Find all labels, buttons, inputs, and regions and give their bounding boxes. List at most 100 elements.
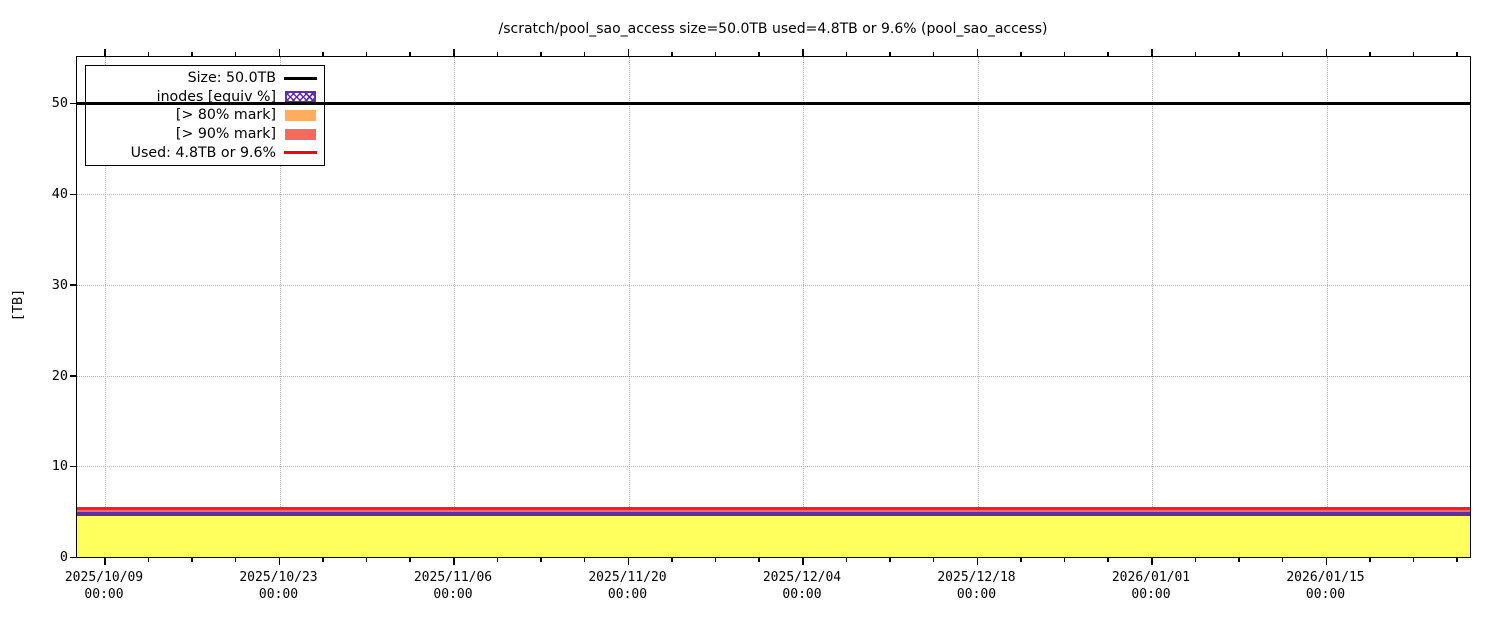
x-tick-top — [191, 52, 193, 56]
y-tick-label: 30 — [51, 276, 68, 293]
x-tick-top — [147, 52, 150, 56]
legend-item-label: [> 90% mark] — [175, 126, 276, 143]
x-tick-bottom — [278, 558, 280, 565]
x-tick-date: 2025/10/23 — [239, 570, 318, 585]
series-band-size-line — [77, 102, 1470, 105]
x-tick-top — [932, 52, 935, 56]
x-tick-bottom — [322, 558, 324, 562]
x-tick-time: 00:00 — [84, 586, 124, 602]
legend-swatch-line-icon — [283, 77, 317, 80]
gridline-x-3 — [628, 57, 630, 557]
x-tick-bottom — [234, 558, 237, 562]
x-tick-time: 00:00 — [956, 586, 997, 602]
y-tick-label: 0 — [59, 549, 68, 565]
x-tick-bottom — [1412, 558, 1415, 562]
x-tick-bottom — [191, 558, 193, 562]
y-tick-label: 20 — [51, 367, 68, 384]
x-tick-label: 2026/01/15 00:00 — [1256, 570, 1396, 603]
y-tick-left — [70, 375, 76, 377]
x-tick-top — [802, 49, 804, 56]
x-tick-top — [1107, 52, 1109, 56]
x-tick-top — [976, 49, 978, 56]
x-tick-bottom — [889, 558, 891, 562]
x-tick-top — [671, 52, 673, 56]
y-tick-label: 50 — [51, 95, 68, 112]
x-tick-label: 2025/10/23 00:00 — [209, 570, 349, 603]
x-tick-bottom — [540, 558, 542, 562]
legend-item-label: inodes [equiv %] — [156, 88, 276, 105]
x-tick-bottom — [1369, 558, 1371, 562]
x-tick-date: 2026/01/15 — [1286, 570, 1365, 585]
gridline-x-5 — [977, 57, 979, 557]
x-tick-date: 2025/11/20 — [588, 570, 667, 585]
gridline-y-20 — [77, 375, 1470, 377]
x-tick-top — [1063, 52, 1066, 56]
x-tick-label: 2025/12/04 00:00 — [732, 570, 872, 603]
x-tick-top — [714, 52, 717, 56]
x-tick-bottom — [932, 558, 935, 562]
x-tick-date: 2025/11/06 — [413, 570, 493, 585]
x-tick-bottom — [1281, 558, 1284, 562]
legend-item: Used: 4.8TB or 9.6% — [86, 143, 324, 162]
x-tick-date: 2025/12/18 — [937, 570, 1016, 585]
gridline-x-7 — [1326, 57, 1328, 557]
legend-swatch — [284, 109, 316, 121]
x-tick-bottom — [1194, 558, 1197, 562]
legend-item: [> 80% mark] — [86, 106, 324, 125]
x-tick-bottom — [1020, 558, 1022, 562]
x-tick-bottom — [453, 558, 455, 565]
x-tick-top — [1151, 49, 1153, 56]
x-tick-bottom — [104, 558, 106, 565]
legend-swatch-box-icon — [283, 128, 317, 140]
y-tick-left — [70, 193, 76, 196]
x-tick-top — [540, 52, 542, 56]
legend-swatch — [283, 151, 317, 154]
x-tick-top — [889, 52, 891, 56]
gridline-x-4 — [803, 57, 804, 557]
x-tick-label: 2025/11/06 00:00 — [383, 570, 523, 603]
x-tick-bottom — [583, 558, 586, 562]
x-tick-bottom — [1325, 558, 1327, 565]
x-tick-top — [1281, 52, 1284, 56]
x-tick-time: 00:00 — [433, 586, 473, 602]
x-tick-bottom — [1238, 558, 1240, 562]
y-tick-left — [70, 465, 76, 468]
x-tick-bottom — [845, 558, 848, 562]
legend-item-label: [> 80% mark] — [175, 107, 276, 124]
x-tick-date: 2026/01/01 — [1111, 570, 1191, 585]
x-tick-bottom — [1107, 558, 1109, 562]
gridline-y-30 — [77, 284, 1470, 286]
x-tick-bottom — [496, 558, 499, 562]
series-band-used-area-fill — [77, 515, 1470, 557]
x-tick-label: 2025/10/09 00:00 — [34, 570, 174, 603]
legend-swatch-line-icon — [283, 151, 317, 154]
x-tick-top — [1020, 52, 1022, 56]
x-tick-time: 00:00 — [1305, 586, 1346, 602]
x-tick-top — [758, 52, 760, 56]
x-tick-top — [322, 52, 324, 56]
legend-item: [> 90% mark] — [86, 125, 324, 144]
legend-swatch-box-icon — [283, 109, 317, 121]
x-tick-bottom — [409, 558, 411, 562]
gridline-x-0 — [105, 57, 106, 557]
x-tick-bottom — [1151, 558, 1153, 565]
series-band-inodes-line — [77, 512, 1470, 516]
y-tick-left — [70, 284, 76, 286]
x-tick-bottom — [365, 558, 368, 562]
x-tick-top — [234, 52, 237, 56]
x-tick-time: 00:00 — [607, 586, 648, 602]
legend-swatch — [284, 128, 316, 140]
x-tick-bottom — [758, 558, 760, 562]
x-tick-top — [583, 52, 586, 56]
x-tick-label: 2025/11/20 00:00 — [558, 570, 698, 603]
x-tick-top — [1325, 49, 1327, 56]
series-band-used-line — [77, 507, 1470, 511]
x-tick-time: 00:00 — [258, 586, 299, 602]
legend-item-label: Used: 4.8TB or 9.6% — [130, 144, 276, 161]
x-tick-top — [496, 52, 499, 56]
gridline-x-6 — [1152, 57, 1153, 557]
x-tick-top — [1238, 52, 1240, 56]
x-tick-top — [627, 49, 629, 56]
x-tick-top — [1194, 52, 1197, 56]
